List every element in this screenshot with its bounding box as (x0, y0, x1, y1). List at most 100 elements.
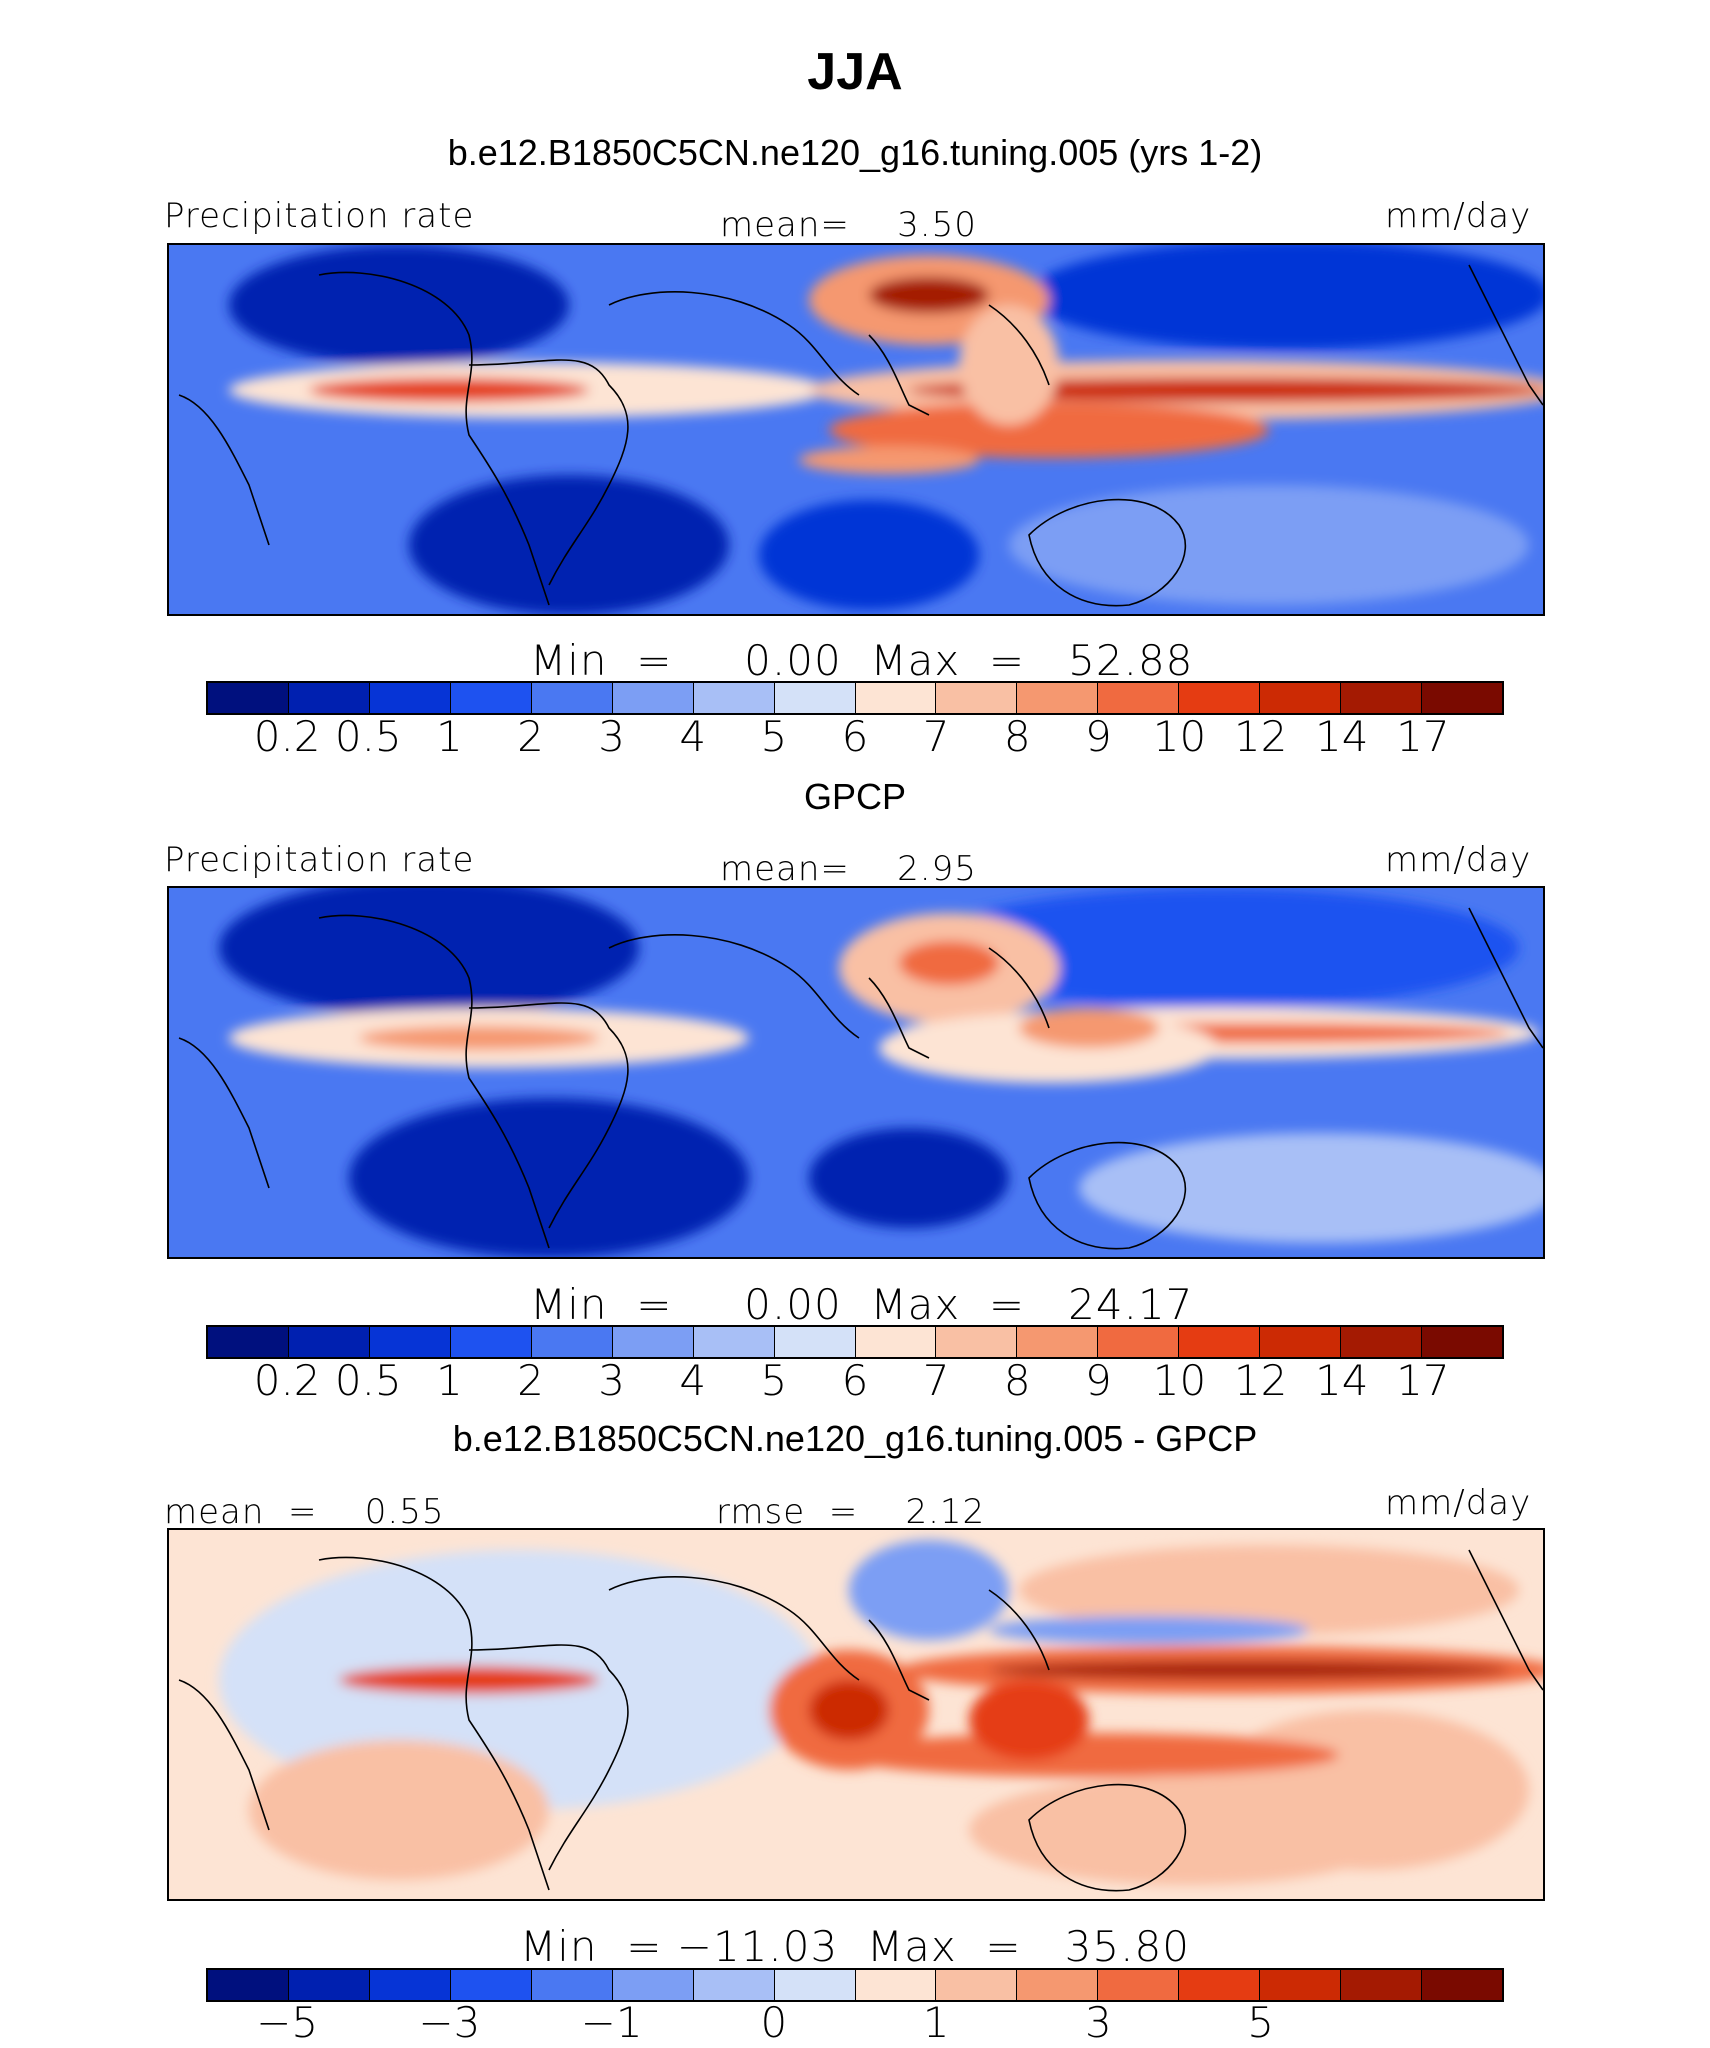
coastline (178, 1679, 270, 1831)
colorbar-tick-label: −1 (580, 1998, 643, 2047)
panel-1-center-label: mean= 3.50 (720, 205, 977, 245)
precip-region (1009, 485, 1529, 605)
colorbar-tick-label: 0.5 (334, 1356, 402, 1405)
panel-3-min-max: Min = −11.03 Max = 35.80 (520, 1922, 1190, 1971)
figure-title: JJA (807, 43, 903, 101)
precip-region (1019, 1008, 1159, 1048)
colorbar-tick-label: 1 (436, 1356, 463, 1405)
coastline (1468, 264, 1543, 406)
colorbar-swatch (1422, 683, 1502, 713)
precip-region (249, 1740, 549, 1880)
panel-2-center-label: mean= 2.95 (720, 849, 977, 889)
colorbar-tick-label: 0.2 (253, 712, 321, 761)
coastline (868, 977, 930, 1059)
precip-region (309, 378, 589, 402)
colorbar-swatch (855, 683, 937, 713)
colorbar-tick-label: 2 (517, 1356, 544, 1405)
coastline (868, 1619, 930, 1701)
panel-3-colorbar-ticks: −5 −3 −1 0 1 3 5 (206, 1998, 1504, 2048)
panel-1-precip-map (167, 243, 1545, 616)
precip-region (899, 941, 999, 985)
colorbar-tick-label: 6 (841, 712, 869, 761)
colorbar-tick-label: 17 (1396, 712, 1450, 761)
colorbar-tick-label: 7 (922, 712, 950, 761)
colorbar-swatch (936, 683, 1018, 713)
colorbar-swatch (1179, 1327, 1261, 1357)
colorbar-tick-label: 4 (679, 1356, 707, 1405)
coastline (318, 271, 550, 606)
precip-region (1019, 1545, 1519, 1635)
colorbar-tick-label: 6 (841, 1356, 869, 1405)
precip-region (219, 888, 639, 1018)
colorbar-swatch (208, 1327, 289, 1357)
coastline (468, 359, 629, 586)
colorbar-swatch (450, 1327, 532, 1357)
colorbar-swatch (208, 1970, 289, 2000)
colorbar-tick-label: 5 (760, 712, 788, 761)
coastline (608, 1576, 860, 1681)
colorbar-tick-label: 10 (1152, 1356, 1207, 1405)
colorbar-swatch (369, 1327, 451, 1357)
colorbar-swatch (1017, 1327, 1099, 1357)
panel-2-colorbar-ticks: 0.2 0.5 1 2 3 4 5 6 7 8 9 10 12 14 17 (206, 1356, 1504, 1406)
colorbar-swatch (1098, 683, 1180, 713)
precip-region (989, 1616, 1309, 1644)
panel-1-left-label: Precipitation rate (164, 196, 475, 236)
colorbar-swatch (531, 683, 613, 713)
colorbar-tick-label: 2 (517, 712, 544, 761)
coastline (1468, 1549, 1543, 1691)
colorbar-swatch (612, 1327, 694, 1357)
colorbar-tick-label: 14 (1315, 712, 1369, 761)
coastline (178, 394, 270, 546)
precip-region (349, 1098, 749, 1257)
panel-2-heading: GPCP (803, 776, 907, 817)
colorbar-swatch (450, 683, 532, 713)
coastline (608, 934, 860, 1039)
colorbar-swatch (855, 1970, 937, 2000)
coastline (468, 1002, 629, 1229)
panel-3-left-label: mean = 0.55 (164, 1492, 445, 1532)
precip-region (1029, 245, 1543, 350)
coastline (988, 304, 1050, 386)
panel-1-colorbar-ticks: 0.2 0.5 1 2 3 4 5 6 7 8 9 10 12 14 17 (206, 712, 1504, 762)
precip-region (409, 475, 729, 614)
colorbar-swatch (450, 1970, 532, 2000)
coastline (1468, 907, 1543, 1049)
panel-3-right-label: mm/day (1385, 1483, 1532, 1523)
colorbar-tick-label: 7 (922, 1356, 950, 1405)
coastline (318, 914, 550, 1249)
panel-1-right-label: mm/day (1385, 196, 1532, 236)
panel-1-heading: b.e12.B1850C5CN.ne120_g16.tuning.005 (yr… (447, 132, 1263, 173)
panel-1-min-max: Min = 0.00 Max = 52.88 (530, 636, 1194, 685)
colorbar-swatch (612, 683, 694, 713)
colorbar-tick-label: 12 (1233, 712, 1288, 761)
coastline (178, 1037, 270, 1189)
coastline (1028, 1783, 1187, 1892)
precip-region (869, 277, 989, 313)
colorbar-tick-label: 8 (1003, 1356, 1031, 1405)
colorbar-tick-label: −3 (418, 1998, 481, 2047)
colorbar-tick-label: 10 (1152, 712, 1207, 761)
colorbar-swatch (531, 1970, 613, 2000)
precip-region (959, 305, 1059, 425)
colorbar-tick-label: 1 (436, 712, 463, 761)
colorbar-swatch (1017, 1970, 1099, 2000)
colorbar-swatch (774, 1327, 856, 1357)
colorbar-swatch (693, 683, 775, 713)
panel-1-colorbar (206, 681, 1504, 715)
precip-region (759, 500, 979, 610)
colorbar-swatch (936, 1970, 1018, 2000)
colorbar-tick-label: 9 (1085, 712, 1112, 761)
colorbar-swatch (693, 1327, 775, 1357)
precip-region (919, 888, 1519, 1008)
colorbar-swatch (208, 683, 289, 713)
panel-3-difference-map (167, 1528, 1545, 1901)
precip-region (989, 1661, 1509, 1679)
colorbar-tick-label: 12 (1233, 1356, 1288, 1405)
precip-region (909, 378, 1543, 402)
colorbar-swatch (1260, 1970, 1342, 2000)
precip-region (1079, 1133, 1543, 1243)
panel-2-min-max: Min = 0.00 Max = 24.17 (530, 1280, 1194, 1329)
panel-2-precip-map (167, 886, 1545, 1259)
panel-3-heading: b.e12.B1850C5CN.ne120_g16.tuning.005 - G… (452, 1418, 1258, 1459)
